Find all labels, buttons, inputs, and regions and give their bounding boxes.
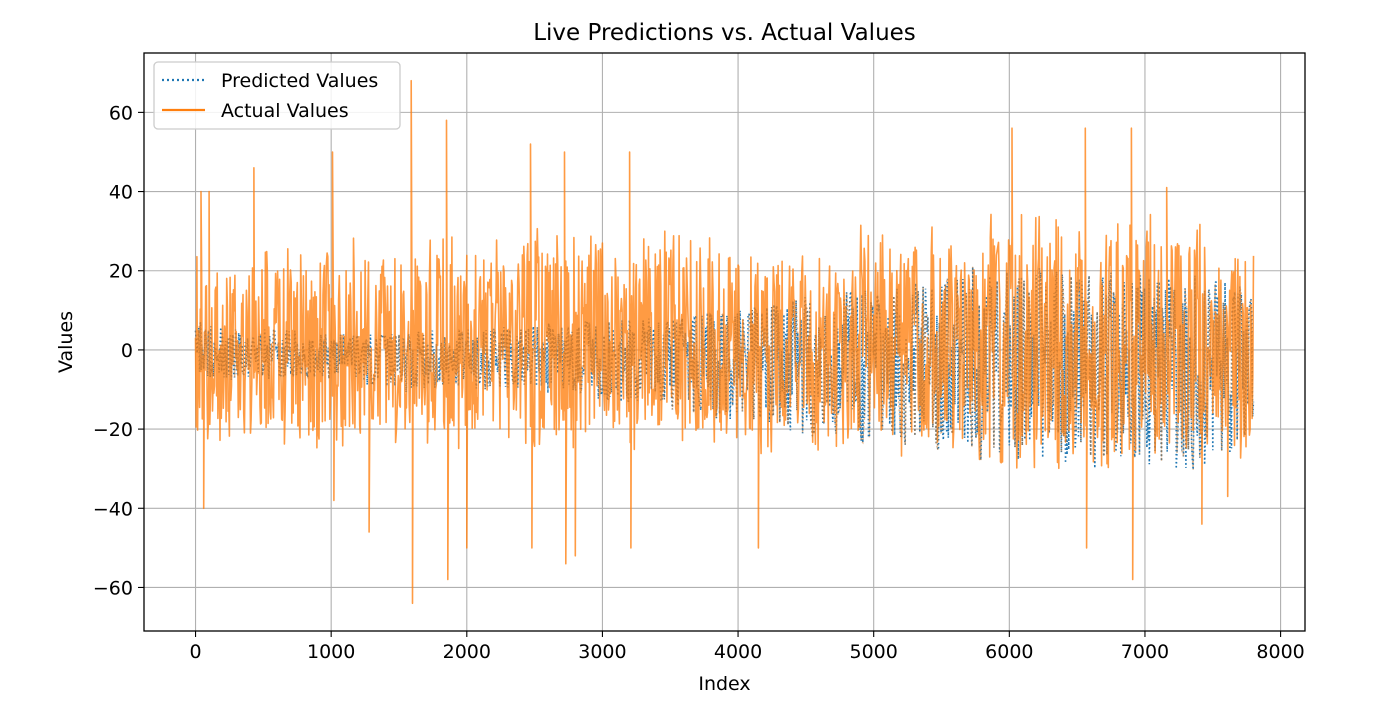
actual-values-line xyxy=(194,79,1255,605)
x-axis-label: Index xyxy=(698,673,750,695)
x-tick-label: 0 xyxy=(189,641,201,663)
y-tick-label: −40 xyxy=(93,498,133,520)
series-layer xyxy=(194,79,1255,605)
legend-label-actual-values: Actual Values xyxy=(221,100,349,122)
x-tick-label: 7000 xyxy=(1121,641,1169,663)
x-tick-label: 3000 xyxy=(578,641,626,663)
series-overlap xyxy=(194,266,1254,470)
x-tick-label: 2000 xyxy=(443,641,491,663)
x-tick-label: 1000 xyxy=(307,641,355,663)
y-axis-label: Values xyxy=(55,311,77,373)
y-tick-label: 60 xyxy=(109,102,133,124)
y-tick-label: −20 xyxy=(93,419,133,441)
x-tick-label: 4000 xyxy=(714,641,762,663)
y-tick-label: 20 xyxy=(109,261,133,283)
y-tick-label: −60 xyxy=(93,577,133,599)
x-tick-label: 6000 xyxy=(985,641,1033,663)
legend: Predicted Values Actual Values xyxy=(153,61,401,130)
series-actual-values xyxy=(194,79,1255,605)
x-axis-ticks: 0 1000 2000 3000 4000 5000 6000 7000 8000 xyxy=(189,631,1305,663)
x-tick-label: 8000 xyxy=(1256,641,1304,663)
plot-frame xyxy=(143,52,1306,632)
x-tick-label: 5000 xyxy=(850,641,898,663)
legend-box xyxy=(153,61,401,130)
chart-title: Live Predictions vs. Actual Values xyxy=(533,20,916,46)
overlap-line xyxy=(194,266,1254,470)
legend-label-predicted-values: Predicted Values xyxy=(221,70,378,92)
y-axis-ticks: −60 −40 −20 0 20 40 60 xyxy=(93,102,144,599)
y-tick-label: 0 xyxy=(121,340,133,362)
y-tick-label: 40 xyxy=(109,182,133,204)
